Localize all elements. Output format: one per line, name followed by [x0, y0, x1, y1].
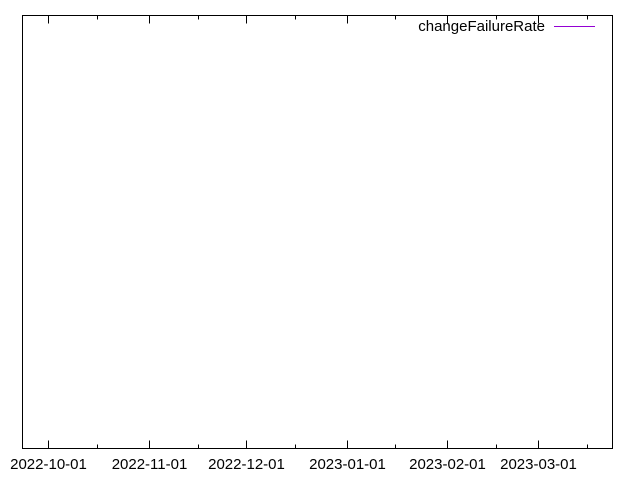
- x-axis-ticks: [48, 15, 588, 449]
- x-tick-label: 2023-02-01: [409, 456, 486, 473]
- plot-frame: [22, 15, 613, 449]
- x-tick-label: 2023-01-01: [309, 456, 386, 473]
- legend: changeFailureRate: [418, 18, 595, 35]
- x-tick-label: 2022-12-01: [208, 456, 285, 473]
- x-axis-tick-labels: 2022-10-01 2022-11-01 2022-12-01 2023-01-01…: [10, 456, 577, 473]
- x-tick-label: 2022-10-01: [10, 456, 87, 473]
- x-tick-label: 2023-03-01: [500, 456, 577, 473]
- legend-label: changeFailureRate: [418, 18, 545, 35]
- x-tick-label: 2022-11-01: [112, 456, 188, 473]
